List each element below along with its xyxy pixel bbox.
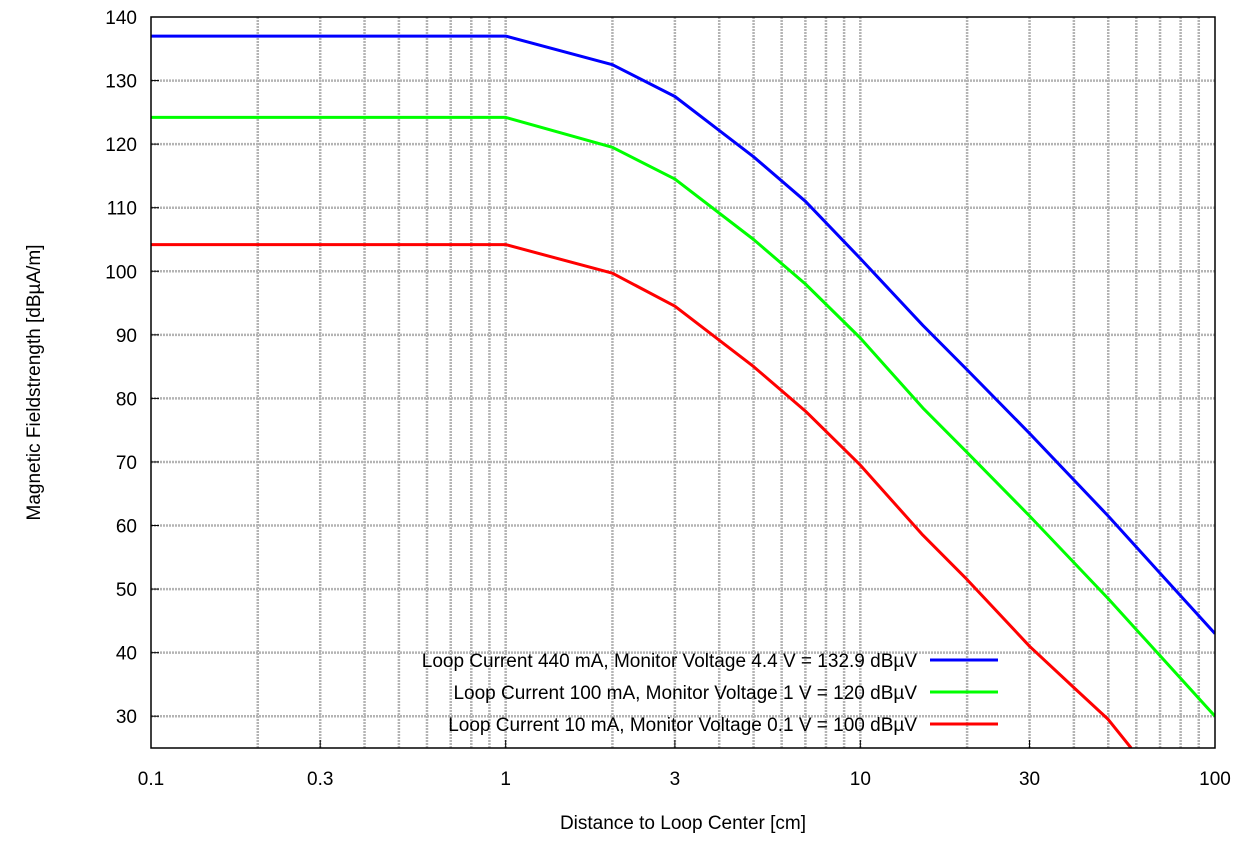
x-tick-label: 30	[1019, 769, 1040, 790]
x-tick-label: 0.1	[138, 769, 164, 790]
ticks	[150, 16, 1216, 748]
legend-label-2: Loop Current 100 mA, Monitor Voltage 1 V…	[453, 683, 917, 704]
legend-label-3: Loop Current 10 mA, Monitor Voltage 0.1 …	[448, 715, 917, 736]
x-tick-label: 10	[850, 769, 871, 790]
grid	[151, 17, 1215, 748]
y-tick-label: 90	[116, 326, 137, 347]
series-line-2	[151, 115, 1215, 718]
x-axis-title: Distance to Loop Center [cm]	[560, 813, 806, 834]
y-tick-label: 50	[116, 580, 137, 601]
y-axis-title: Magnetic Fieldstrength [dBµA/m]	[24, 244, 45, 520]
x-tick-label: 1	[500, 769, 511, 790]
x-tick-label: 3	[670, 769, 681, 790]
x-tick-label: 0.3	[307, 769, 333, 790]
x-tick-label: 100	[1199, 769, 1231, 790]
plot-frame	[150, 16, 1216, 749]
tick-labels: 0.1 0.3 1 3 10 30 100 30 40 50 60 70 80 90 100 110 120 13…	[105, 8, 1231, 790]
y-tick-label: 80	[116, 389, 137, 410]
legend-label-1: Loop Current 440 mA, Monitor Voltage 4.4…	[422, 651, 918, 672]
y-tick-label: 40	[116, 644, 137, 665]
legend: Loop Current 440 mA, Monitor Voltage 4.4…	[422, 651, 998, 736]
series-layer	[151, 34, 1215, 748]
y-tick-label: 100	[105, 262, 137, 283]
y-tick-label: 110	[107, 199, 137, 220]
series-line-1	[151, 34, 1215, 635]
y-tick-label: 140	[105, 8, 137, 29]
y-tick-label: 120	[105, 135, 137, 156]
series-line-3	[151, 243, 1133, 748]
y-tick-label: 60	[116, 517, 137, 538]
y-tick-label: 30	[116, 707, 137, 728]
y-tick-label: 70	[116, 453, 137, 474]
y-tick-label: 130	[105, 72, 137, 93]
